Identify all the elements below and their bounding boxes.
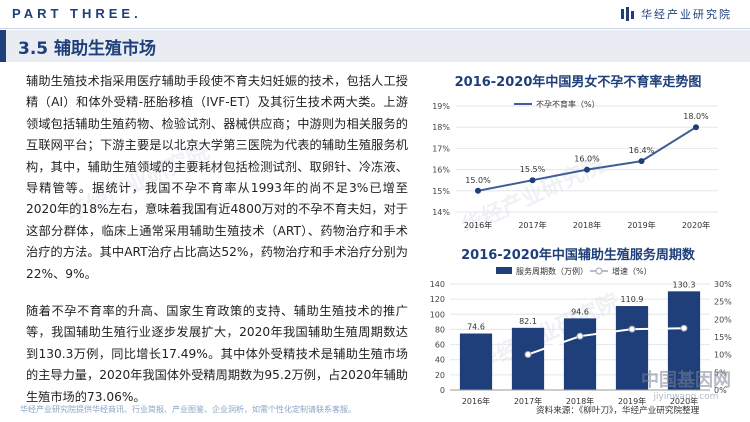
part-label: PART THREE. — [12, 6, 142, 21]
growth-point — [524, 350, 532, 358]
top-bar: PART THREE. 华经产业研究院 — [0, 0, 750, 28]
legend-point-swatch — [595, 267, 603, 275]
growth-line — [527, 327, 685, 356]
section-title-bar: 3.5 辅助生殖市场 — [0, 30, 750, 62]
y-tick-label: 18% — [432, 123, 450, 132]
x-tick-label: 2018年 — [566, 396, 594, 406]
growth-point — [576, 332, 584, 340]
footer-note: 华经产业研究院提供华经商讯、行业简报、产业图鉴、企业洞析，如需个性化定制请联系客… — [20, 405, 356, 414]
header-divider — [0, 28, 750, 29]
y-tick-label: 140 — [430, 280, 445, 289]
data-point — [638, 158, 645, 165]
bar — [511, 327, 545, 390]
y-tick-label: 15% — [432, 187, 450, 196]
data-label: 130.3 — [673, 280, 696, 289]
data-label: 15.5% — [520, 165, 546, 174]
y-tick-label: 0 — [440, 386, 445, 395]
data-label: 18.0% — [683, 112, 709, 121]
y2-tick-label: 0% — [714, 386, 727, 395]
y2-tick-label: 10% — [714, 351, 732, 360]
growth-point — [680, 324, 688, 332]
x-tick-label: 2017年 — [514, 396, 542, 406]
legend-bar-swatch — [496, 267, 512, 274]
x-tick-label: 2016年 — [462, 396, 490, 406]
site-watermark-cn: 中国基因网 — [641, 370, 731, 391]
chart-2-title: 2016-2020年中国辅助生殖服务周期数 — [461, 248, 695, 263]
brand: 华经产业研究院 — [621, 6, 732, 22]
y2-tick-label: 15% — [714, 333, 732, 342]
data-label: 82.1 — [519, 317, 537, 326]
body-paragraph-1: 辅助生殖技术指采用医疗辅助手段使不育夫妇妊娠的技术，包括人工授精（AI）和体外受… — [26, 74, 408, 281]
data-point — [584, 166, 590, 173]
data-label: 110.9 — [621, 295, 644, 304]
y-tick-label: 20 — [435, 371, 445, 380]
data-point — [475, 187, 481, 194]
data-label: 16.0% — [574, 155, 600, 164]
data-label: 15.0% — [465, 176, 491, 185]
x-tick-label: 2018年 — [573, 220, 601, 230]
y-tick-label: 40 — [435, 356, 445, 365]
bar — [667, 291, 701, 390]
y-tick-label: 80 — [435, 325, 445, 334]
bar — [615, 306, 649, 390]
brand-logo-icon — [621, 7, 634, 21]
y-tick-label: 60 — [435, 341, 445, 350]
y-tick-label: 100 — [430, 310, 445, 319]
y-tick-label: 19% — [432, 102, 450, 111]
bar-line-chart: 0 20 40 60 80 100 120 140 0% 5% 10% 15% 20% 25% 30% 服务周… — [430, 266, 732, 406]
data-label: 74.6 — [467, 323, 485, 332]
data-point — [693, 124, 699, 131]
title-accent — [0, 30, 6, 62]
chart-1-title: 2016-2020年中国男女不孕不育率走势图 — [454, 75, 702, 90]
y-tick-label: 17% — [432, 144, 450, 153]
line-chart: 14% 15% 16% 17% 18% 19% 不孕不育率（%） 15.0% 2016年 15.5… — [432, 99, 718, 230]
legend-label: 不孕不育率（%） — [536, 99, 600, 109]
section-title: 3.5 辅助生殖市场 — [18, 39, 157, 59]
data-label: 94.6 — [571, 307, 589, 316]
data-point — [529, 177, 536, 184]
bar — [563, 318, 597, 390]
y-tick-label: 14% — [432, 208, 450, 217]
data-label: 16.4% — [629, 146, 655, 155]
brand-name: 华经产业研究院 — [641, 8, 732, 21]
x-tick-label: 2020年 — [670, 396, 698, 406]
x-tick-label: 2020年 — [682, 220, 710, 230]
y2-tick-label: 5% — [714, 368, 727, 377]
x-tick-label: 2017年 — [518, 220, 546, 230]
y2-tick-label: 25% — [714, 298, 732, 307]
y-tick-label: 120 — [430, 295, 445, 304]
site-watermark-url: jiyinwang.com — [653, 392, 719, 402]
site-watermark: 中国基因网 jiyinwang.com — [630, 366, 742, 402]
legend-label: 服务周期数（万例） — [516, 266, 588, 276]
body-paragraph-2: 随着不孕不育率的升高、国家生育政策的支持、辅助生殖技术的推广等，我国辅助生殖行业… — [26, 304, 408, 404]
y-tick-label: 16% — [432, 166, 450, 175]
source-note: 资料来源：《柳叶刀》，华经产业研究院整理 — [536, 406, 700, 416]
legend-label: 增速（%） — [612, 266, 652, 276]
x-tick-label: 2016年 — [464, 220, 492, 230]
growth-point — [628, 325, 636, 333]
y2-tick-label: 20% — [714, 315, 732, 324]
y2-tick-label: 30% — [714, 280, 732, 289]
x-tick-label: 2019年 — [627, 220, 655, 230]
x-tick-label: 2019年 — [618, 396, 646, 406]
bar — [459, 333, 493, 390]
